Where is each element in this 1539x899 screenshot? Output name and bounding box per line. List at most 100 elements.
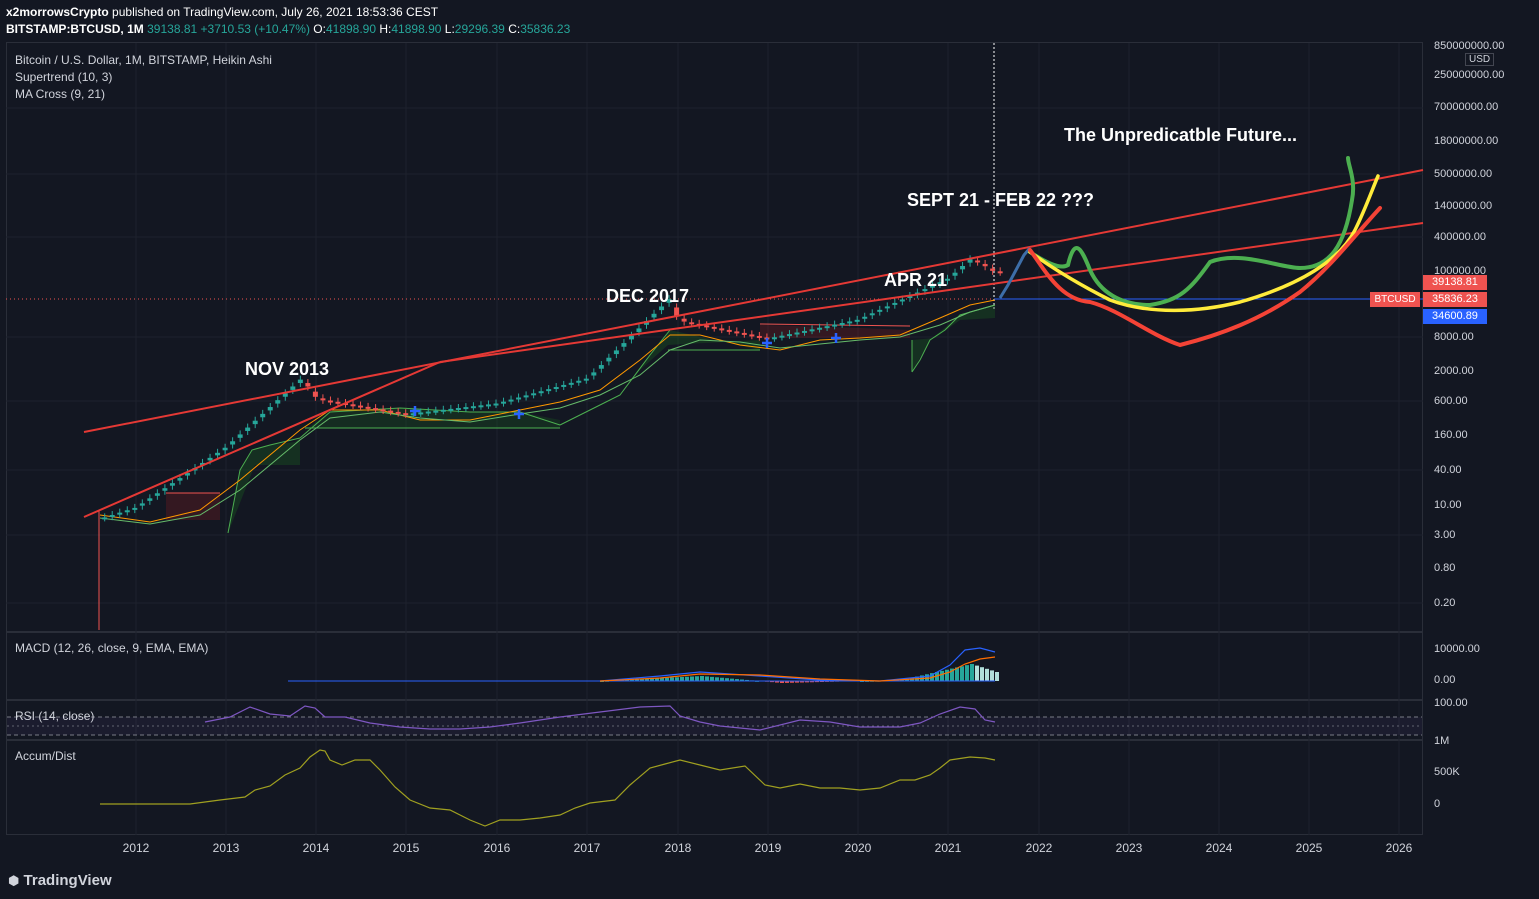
candle-body [501, 401, 507, 404]
price-axis-label: 1400000.00 [1434, 200, 1493, 212]
candle-body [651, 313, 657, 318]
rsi-axis-label: 100.00 [1434, 697, 1468, 709]
candle-body [358, 405, 364, 408]
publisher-name[interactable]: x2morrowsCrypto [6, 5, 109, 19]
time-axis-label: 2019 [754, 841, 782, 855]
candle-body [907, 296, 913, 299]
candle-body [207, 457, 213, 461]
main-legend-title[interactable]: Bitcoin / U.S. Dollar, 1M, BITSTAMP, Hei… [15, 53, 272, 67]
macd-pane[interactable] [6, 632, 1423, 700]
macd-bar [720, 677, 724, 681]
currency-tag[interactable]: USD [1465, 53, 1495, 66]
candle-body [222, 447, 228, 451]
annotation-nov-2013[interactable]: NOV 2013 [245, 359, 330, 379]
candle-body [350, 404, 356, 407]
candle-body [824, 326, 830, 329]
macd-bar [800, 681, 804, 683]
ma-cross-legend[interactable]: MA Cross (9, 21) [15, 87, 106, 101]
annotation-sept-feb[interactable]: SEPT 21 - FEB 22 ??? [907, 190, 1095, 210]
candle-body [132, 507, 138, 510]
macd-bar [985, 668, 989, 681]
tradingview-logo[interactable]: ⬢ TradingView [8, 872, 112, 889]
candle-body [628, 335, 634, 340]
macd-bar [795, 681, 799, 683]
signal-line [599, 656, 996, 682]
macd-bar [640, 679, 644, 681]
candle-body [388, 410, 394, 413]
candle-body [485, 404, 491, 407]
macd-bar [715, 677, 719, 681]
candle-body [425, 411, 431, 414]
candle-body [200, 462, 206, 466]
candle-body [335, 401, 341, 404]
price-axis-label: 5000000.00 [1434, 168, 1493, 180]
supertrend-fill-red-2 [166, 493, 220, 520]
macd-bar [675, 677, 679, 681]
macd-legend[interactable]: MACD (12, 26, close, 9, EMA, EMA) [15, 641, 209, 655]
annotation-dec-2017[interactable]: DEC 2017 [606, 286, 690, 306]
price-axis-label: 0.80 [1434, 562, 1456, 574]
accum-dist-pane[interactable] [6, 740, 1423, 835]
candle-body [448, 408, 454, 411]
projection-yellow [1028, 174, 1380, 313]
ma-price-badge: 34600.89 [1423, 309, 1487, 324]
candle-body [817, 327, 823, 330]
candle-body [847, 321, 853, 324]
candle-body [380, 409, 386, 412]
candle-series [98, 255, 1003, 630]
macd-bar [670, 677, 674, 681]
candle-body [177, 478, 183, 481]
macd-bar [805, 681, 809, 683]
candle-body [305, 383, 311, 387]
price-axis-label: 2000.00 [1434, 365, 1474, 377]
candle-body [741, 332, 747, 335]
candle-body [117, 512, 123, 515]
price-axis-label: 160.00 [1434, 429, 1468, 441]
accum-legend[interactable]: Accum/Dist [15, 749, 76, 763]
macd-bar [665, 677, 669, 681]
rsi-legend[interactable]: RSI (14, close) [15, 709, 95, 723]
last-price-badge: 39138.81 [1423, 275, 1487, 290]
supertrend-fill-3 [620, 330, 760, 395]
time-axis-label: 2012 [122, 841, 150, 855]
annotation-apr-21[interactable]: APR 21 [884, 270, 948, 290]
candle-body [463, 407, 469, 410]
close-price-badge: 35836.23 [1423, 292, 1487, 307]
macd-bar [730, 678, 734, 681]
price-axis-label: 10.00 [1434, 499, 1462, 511]
candle-body [719, 328, 725, 331]
candle-body [470, 406, 476, 409]
macd-bar [810, 681, 814, 683]
candle-body [756, 335, 762, 338]
candle-body [877, 309, 883, 312]
supertrend-legend[interactable]: Supertrend (10, 3) [15, 70, 113, 84]
macd-bar [785, 681, 789, 683]
projection-green [1028, 156, 1356, 308]
ma-cross-markers [410, 333, 841, 419]
macd-bar [780, 681, 784, 683]
annotation-future[interactable]: The Unpredicatble Future... [1064, 125, 1298, 145]
candle-body [990, 268, 996, 271]
candle-body [102, 517, 108, 520]
macd-bar [635, 679, 639, 681]
candle-body [899, 299, 905, 302]
candle-body [260, 413, 266, 418]
macd-bar [630, 679, 634, 681]
candle-body [734, 331, 740, 334]
candle-body [794, 332, 800, 335]
candle-body [237, 434, 243, 438]
projection-ghost-bars [998, 247, 1032, 299]
candle-body [508, 399, 514, 402]
rsi-pane[interactable] [6, 700, 1423, 740]
macd-bar [815, 681, 819, 683]
macd-bar [680, 677, 684, 681]
price-axis-label: 18000000.00 [1434, 135, 1499, 147]
candle-body [967, 259, 973, 263]
candle-body [373, 408, 379, 411]
macd-bar [690, 676, 694, 681]
candle-body [154, 493, 160, 496]
candle-body [440, 409, 446, 412]
candle-body [162, 488, 168, 491]
macd-bar [995, 672, 999, 681]
